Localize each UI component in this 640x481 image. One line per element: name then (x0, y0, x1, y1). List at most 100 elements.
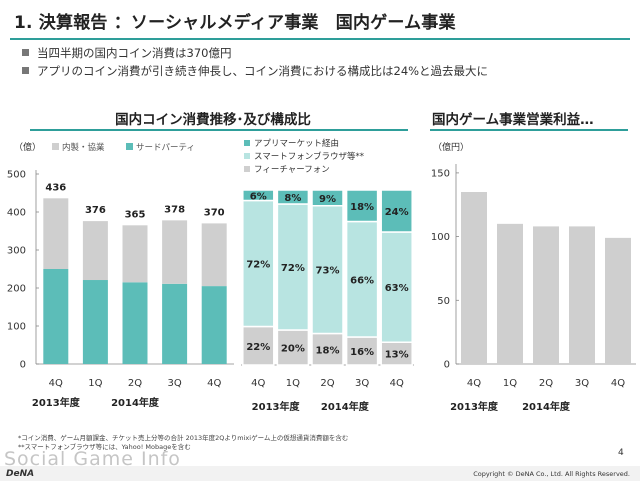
chart-3-x-tick: 2Q (539, 378, 553, 389)
chart-3-title: 国内ゲーム事業営業利益… (432, 112, 594, 128)
bullet-item-2: アプリのコイン消費が引き続き伸長し、コイン消費における構成比は24%と過去最大に (22, 63, 488, 79)
bullet-item-1: 当四半期の国内コイン消費は370億円 (22, 45, 231, 61)
chart-1-y-tick: 200 (7, 284, 26, 295)
chart-1-title: 国内コイン消費推移･及び構成比 (115, 112, 311, 128)
chart-3-y-tick: 50 (437, 296, 450, 307)
chart-1-y-tick: 0 (20, 360, 26, 371)
legend-swatch-app-market (244, 140, 250, 146)
bar-smartphone-browser (311, 205, 344, 335)
legend-swatch-feature-phone (244, 166, 250, 172)
legend-label-composition: スマートフォンブラウザ等** (254, 151, 364, 162)
composition-data-label: 13% (385, 350, 409, 361)
chart-1-y-tick: 300 (7, 246, 26, 257)
chart-2-x-tick: 4Q (390, 378, 404, 389)
bar-app-market (311, 189, 344, 207)
bar-third-party (43, 269, 69, 364)
bar-in-house (43, 198, 69, 269)
chart-3-x-tick: 1Q (503, 378, 517, 389)
footnote-1: *コイン消費、ゲーム月額課金、チケット売上分等の合計 2013年度2Qよりmix… (18, 434, 349, 442)
chart-3-ylabel: （億円） (433, 141, 469, 153)
bar-in-house (122, 225, 148, 283)
chart-1-y-tick: 100 (7, 322, 26, 333)
chart-1-x-tick: 4Q (207, 378, 221, 389)
bar-third-party (201, 286, 227, 364)
bullet-square-icon (22, 49, 29, 56)
bar-smartphone-browser (276, 203, 310, 331)
bar-operating-profit (497, 223, 523, 364)
bar-smartphone-browser (345, 220, 379, 338)
composition-data-label: 18% (350, 202, 374, 213)
composition-data-label: 9% (319, 194, 336, 205)
chart-2-x-tick: 2Q (320, 378, 334, 389)
chart-2-year-2014: 2014年度 (321, 400, 370, 413)
bar-app-market (276, 189, 310, 205)
footer-bar (0, 466, 640, 481)
bar-operating-profit (461, 192, 487, 364)
chart-2-x-tick: 4Q (251, 378, 265, 389)
composition-data-label: 16% (350, 347, 374, 358)
bullet-square-icon (22, 67, 29, 74)
legend-label-in-house: 内製・協業 (62, 142, 105, 153)
bar-in-house (82, 221, 108, 281)
chart-3-y-tick: 150 (431, 168, 450, 179)
footnotes: *コイン消費、ゲーム月額課金、チケット売上分等の合計 2013年度2Qよりmix… (18, 434, 348, 452)
total-data-label: 436 (45, 182, 66, 193)
watermark: Social Game Info (4, 448, 181, 470)
legend-label-composition: アプリマーケット経由 (254, 138, 339, 149)
chart-1-ylabel: （億） (14, 141, 41, 153)
dena-logo: DeNA (6, 469, 35, 479)
chart-3-y-tick: 100 (431, 232, 450, 243)
chart-2-x-tick: 1Q (286, 378, 300, 389)
page-number: 4 (618, 448, 624, 458)
composition-data-label: 73% (316, 266, 340, 277)
chart-1-y-tick: 500 (7, 170, 26, 181)
bar-app-market (345, 189, 379, 223)
chart-1-x-tick: 1Q (88, 378, 102, 389)
composition-data-label: 72% (246, 260, 270, 271)
chart-3-x-tick: 4Q (467, 378, 481, 389)
total-data-label: 376 (85, 205, 106, 216)
chart-1-year-2013: 2013年度 (32, 396, 81, 409)
bar-third-party (82, 280, 108, 364)
copyright: Copyright © DeNA Co., Ltd. All Rights Re… (473, 470, 630, 478)
composition-data-label: 22% (246, 342, 270, 353)
composition-data-label: 8% (284, 193, 301, 204)
legend-swatch-in-house (52, 143, 59, 150)
total-data-label: 370 (204, 207, 225, 218)
bullet-text-1: 当四半期の国内コイン消費は370億円 (37, 46, 232, 60)
bar-app-market (242, 189, 275, 202)
title-divider (10, 38, 630, 40)
chart-3-x-tick: 3Q (575, 378, 589, 389)
chart-1-title-rule (30, 129, 408, 131)
chart-2-x-tick: 3Q (355, 378, 369, 389)
legend-swatch-third-party (126, 143, 133, 150)
composition-data-label: 20% (281, 344, 305, 355)
composition-data-label: 63% (385, 283, 409, 294)
composition-data-label: 72% (281, 263, 305, 274)
bar-in-house (162, 220, 188, 284)
chart-3-title-rule (430, 129, 628, 131)
bar-feature-phone (276, 329, 310, 366)
bar-operating-profit (605, 237, 631, 364)
bar-third-party (122, 282, 148, 364)
chart-2-year-2013: 2013年度 (252, 400, 301, 413)
chart-1-x-tick: 4Q (49, 378, 63, 389)
chart-1-y-tick: 400 (7, 208, 26, 219)
chart-1-x-tick: 2Q (128, 378, 142, 389)
chart-1-year-2014: 2014年度 (111, 396, 160, 409)
composition-data-label: 24% (385, 207, 409, 218)
bar-in-house (201, 223, 227, 287)
bar-third-party (162, 283, 188, 364)
bar-operating-profit (569, 226, 595, 364)
page-title: 1. 決算報告 ：ソーシャルメディア事業 国内ゲーム事業 (14, 13, 456, 33)
total-data-label: 378 (164, 204, 185, 215)
chart-3-year-2014: 2014年度 (522, 400, 571, 413)
footnote-2: **スマートフォンブラウザ等には、Yahoo! Mobageを含む (18, 443, 191, 451)
legend-label-third-party: サードパーティ (136, 143, 195, 153)
chart-3-year-2013: 2013年度 (450, 400, 499, 413)
legend-swatch-smartphone-browser (244, 153, 250, 159)
chart-3-x-tick: 4Q (611, 378, 625, 389)
bar-operating-profit (533, 226, 559, 364)
chart-3-y-tick: 0 (444, 360, 450, 371)
